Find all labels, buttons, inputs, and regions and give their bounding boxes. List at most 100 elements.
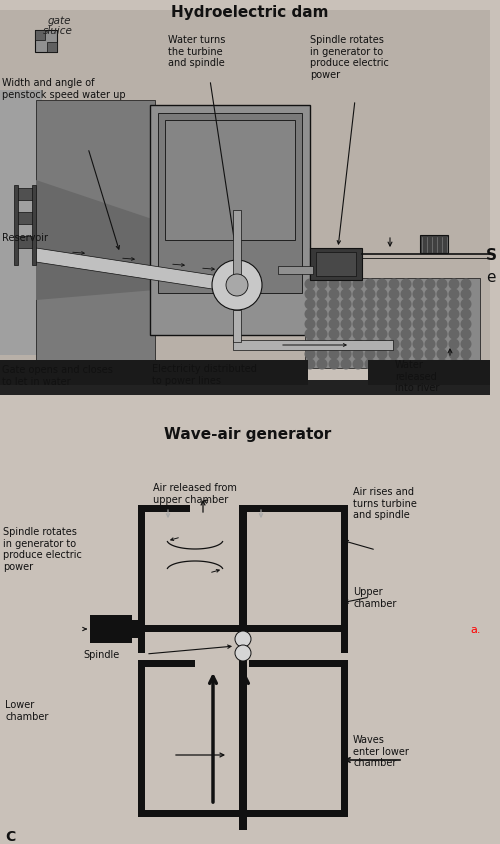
Bar	[0, 415, 500, 844]
Circle shape	[364, 359, 376, 370]
Bar	[32, 185, 36, 265]
Circle shape	[460, 309, 471, 320]
Bar	[90, 615, 132, 643]
Text: e: e	[486, 270, 496, 285]
Bar	[138, 625, 145, 653]
Circle shape	[460, 299, 471, 310]
Circle shape	[226, 274, 248, 296]
Text: S: S	[486, 248, 497, 263]
Circle shape	[304, 359, 316, 370]
Bar	[138, 505, 145, 625]
Circle shape	[364, 279, 376, 289]
Bar	[158, 113, 302, 293]
Circle shape	[400, 279, 411, 289]
Circle shape	[328, 309, 340, 320]
Circle shape	[364, 309, 376, 320]
Circle shape	[412, 338, 424, 349]
Polygon shape	[36, 100, 155, 365]
Circle shape	[388, 359, 400, 370]
Text: Lower
chamber: Lower chamber	[5, 700, 49, 722]
Circle shape	[340, 309, 351, 320]
Circle shape	[352, 299, 364, 310]
Circle shape	[316, 359, 328, 370]
Circle shape	[304, 338, 316, 349]
Circle shape	[388, 349, 400, 360]
Circle shape	[412, 359, 424, 370]
Circle shape	[376, 338, 388, 349]
Circle shape	[388, 289, 400, 300]
Bar	[233, 310, 241, 342]
Circle shape	[448, 279, 460, 289]
Circle shape	[436, 328, 448, 339]
Circle shape	[448, 299, 460, 310]
Bar	[341, 660, 348, 817]
Circle shape	[316, 279, 328, 289]
Circle shape	[316, 338, 328, 349]
Text: a.: a.	[470, 625, 480, 635]
Circle shape	[460, 359, 471, 370]
Bar	[47, 42, 57, 52]
Circle shape	[424, 328, 436, 339]
Circle shape	[316, 318, 328, 329]
Bar	[35, 30, 45, 40]
Bar	[0, 360, 308, 385]
Text: Gate opens and closes
to let in water: Gate opens and closes to let in water	[2, 365, 113, 387]
Circle shape	[424, 318, 436, 329]
Circle shape	[376, 359, 388, 370]
Circle shape	[364, 318, 376, 329]
Text: Reservoir: Reservoir	[2, 233, 48, 243]
Circle shape	[376, 279, 388, 289]
Bar	[150, 105, 310, 335]
Circle shape	[340, 279, 351, 289]
Circle shape	[436, 359, 448, 370]
Circle shape	[352, 279, 364, 289]
Circle shape	[400, 309, 411, 320]
Circle shape	[304, 299, 316, 310]
Circle shape	[376, 299, 388, 310]
Circle shape	[364, 349, 376, 360]
Bar	[239, 505, 247, 830]
Circle shape	[328, 299, 340, 310]
Circle shape	[235, 645, 251, 661]
Bar	[249, 660, 341, 667]
Bar	[138, 660, 195, 667]
Circle shape	[304, 349, 316, 360]
Circle shape	[436, 289, 448, 300]
Bar	[138, 625, 348, 632]
Circle shape	[376, 309, 388, 320]
Bar	[310, 248, 362, 280]
Bar	[233, 340, 393, 350]
Bar	[278, 266, 313, 274]
Circle shape	[304, 328, 316, 339]
Circle shape	[340, 289, 351, 300]
Circle shape	[376, 328, 388, 339]
Text: C: C	[5, 830, 15, 844]
Bar	[0, 10, 490, 365]
Bar	[305, 278, 480, 368]
Circle shape	[412, 318, 424, 329]
Circle shape	[388, 309, 400, 320]
Circle shape	[340, 338, 351, 349]
Circle shape	[364, 328, 376, 339]
Circle shape	[448, 359, 460, 370]
Circle shape	[400, 318, 411, 329]
Circle shape	[352, 338, 364, 349]
Circle shape	[460, 318, 471, 329]
Circle shape	[460, 279, 471, 289]
Circle shape	[304, 289, 316, 300]
Circle shape	[412, 299, 424, 310]
Circle shape	[316, 328, 328, 339]
Circle shape	[304, 318, 316, 329]
Circle shape	[400, 328, 411, 339]
Circle shape	[460, 349, 471, 360]
Text: Width and angle of
penstock speed water up: Width and angle of penstock speed water …	[2, 78, 126, 100]
Circle shape	[460, 289, 471, 300]
Circle shape	[424, 338, 436, 349]
Circle shape	[448, 349, 460, 360]
Circle shape	[400, 338, 411, 349]
Text: Air rises and
turns turbine
and spindle: Air rises and turns turbine and spindle	[353, 487, 417, 520]
Circle shape	[460, 328, 471, 339]
Bar	[420, 235, 448, 253]
Circle shape	[412, 279, 424, 289]
Bar	[145, 625, 237, 632]
